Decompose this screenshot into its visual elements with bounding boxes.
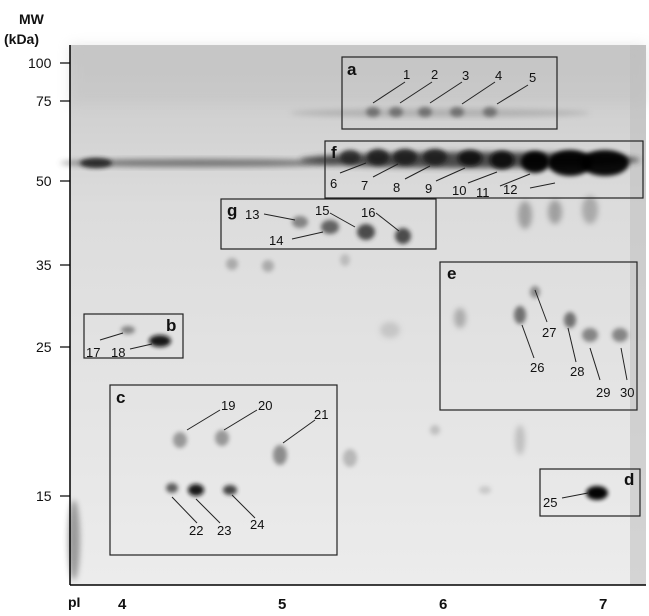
box-d bbox=[539, 468, 641, 517]
box-label-g: g bbox=[227, 201, 238, 220]
spot-label-1: 1 bbox=[403, 67, 411, 82]
y-tick-label-35: 35 bbox=[36, 257, 52, 273]
y-tick-label-50: 50 bbox=[36, 173, 52, 189]
box-c bbox=[109, 384, 338, 556]
region-boxes bbox=[83, 56, 644, 556]
spot-label-2: 2 bbox=[431, 67, 439, 82]
y-tick-label-25: 25 bbox=[36, 339, 52, 355]
y-axis-ticks bbox=[60, 62, 70, 497]
spot-label-21: 21 bbox=[314, 407, 329, 422]
x-tick-label-4: 4 bbox=[118, 596, 127, 613]
gel-spots bbox=[60, 107, 640, 580]
x-tick-label-5: 5 bbox=[278, 596, 287, 613]
box-f bbox=[324, 140, 644, 199]
spot-label-6: 6 bbox=[330, 176, 338, 191]
box-label-f: f bbox=[331, 143, 337, 162]
y-tick-label-15: 15 bbox=[36, 488, 52, 504]
spot-label-27: 27 bbox=[542, 325, 557, 340]
y-tick-label-75: 75 bbox=[36, 93, 52, 109]
leader-lines bbox=[99, 81, 628, 524]
box-label-e: e bbox=[447, 264, 457, 283]
box-label-d: d bbox=[624, 470, 635, 489]
spot-label-25: 25 bbox=[543, 495, 558, 510]
spot-label-13: 13 bbox=[245, 207, 260, 222]
spot-label-5: 5 bbox=[529, 70, 537, 85]
y-axis-title-line1: MW bbox=[19, 11, 44, 27]
box-a bbox=[341, 56, 558, 130]
x-tick-label-6: 6 bbox=[439, 596, 448, 613]
spot-label-23: 23 bbox=[217, 523, 232, 538]
box-label-c: c bbox=[116, 388, 126, 407]
y-axis-title-line2: (kDa) bbox=[4, 31, 40, 47]
spot-label-16: 16 bbox=[361, 205, 376, 220]
spot-label-10: 10 bbox=[452, 183, 467, 198]
spot-label-20: 20 bbox=[258, 398, 273, 413]
spot-label-7: 7 bbox=[361, 178, 369, 193]
spot-label-12: 12 bbox=[503, 182, 518, 197]
spot-label-22: 22 bbox=[189, 523, 204, 538]
spot-label-30: 30 bbox=[620, 385, 635, 400]
spot-label-15: 15 bbox=[315, 203, 330, 218]
gel-image bbox=[70, 45, 646, 585]
y-tick-label-100: 100 bbox=[28, 55, 52, 71]
spot-label-29: 29 bbox=[596, 385, 611, 400]
spot-label-18: 18 bbox=[111, 345, 126, 360]
spot-label-11: 11 bbox=[476, 185, 490, 200]
spot-label-17: 17 bbox=[86, 345, 101, 360]
spot-label-26: 26 bbox=[530, 360, 545, 375]
spot-label-19: 19 bbox=[221, 398, 236, 413]
spot-label-28: 28 bbox=[570, 364, 585, 379]
spot-label-14: 14 bbox=[269, 233, 284, 248]
box-g bbox=[220, 198, 437, 250]
spot-label-24: 24 bbox=[250, 517, 265, 532]
spot-label-8: 8 bbox=[393, 180, 401, 195]
spot-label-3: 3 bbox=[462, 68, 470, 83]
box-e bbox=[439, 261, 638, 411]
spot-label-4: 4 bbox=[495, 68, 503, 83]
box-label-b: b bbox=[166, 316, 177, 335]
box-b bbox=[83, 313, 184, 359]
x-tick-label-7: 7 bbox=[599, 596, 608, 613]
spot-label-9: 9 bbox=[425, 181, 433, 196]
x-axis-title: pI bbox=[68, 594, 81, 610]
box-label-a: a bbox=[347, 60, 357, 79]
